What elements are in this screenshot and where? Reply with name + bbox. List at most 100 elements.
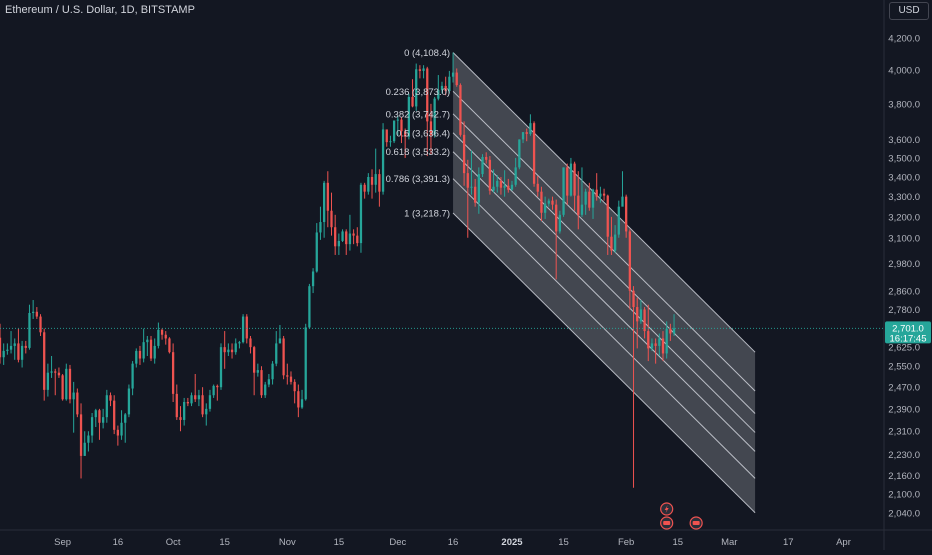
- candle-body: [142, 342, 145, 359]
- candle: [584, 188, 587, 215]
- candle: [606, 194, 609, 255]
- candle: [370, 169, 374, 199]
- fib-level-line[interactable]: [452, 52, 756, 353]
- candle-body: [661, 338, 665, 354]
- candle: [61, 374, 64, 401]
- candle: [315, 223, 318, 273]
- fib-level-line[interactable]: [452, 151, 756, 452]
- event-markers[interactable]: [660, 502, 703, 530]
- candle: [433, 96, 436, 138]
- candle-body: [499, 180, 503, 188]
- fib-level-line[interactable]: [452, 90, 756, 392]
- flag-icon[interactable]: [660, 516, 674, 530]
- candle-body: [650, 343, 654, 349]
- candle: [374, 148, 377, 193]
- candle: [142, 328, 145, 363]
- x-tick-label: 15: [219, 537, 230, 548]
- x-tick-label: Oct: [166, 537, 181, 548]
- candle: [514, 157, 517, 187]
- candle-body: [669, 328, 672, 334]
- candle: [43, 328, 46, 401]
- candle-body: [171, 352, 175, 394]
- candle: [87, 431, 90, 452]
- candle-body: [477, 174, 480, 203]
- candle-body: [426, 68, 429, 122]
- candle-body: [13, 343, 16, 346]
- candle: [171, 343, 175, 403]
- candle-body: [551, 200, 554, 205]
- candle: [230, 343, 234, 359]
- price-label-box: [885, 321, 931, 344]
- candle-body: [337, 240, 341, 247]
- price-axis[interactable]: 4,200.0 4,000.0 3,800.0 3,600.0 3,500.0 3,400…: [883, 0, 920, 550]
- x-tick-label: Nov: [279, 537, 296, 548]
- candle: [32, 300, 35, 319]
- candle: [319, 206, 322, 240]
- candle-body: [322, 182, 326, 223]
- candle-body: [492, 186, 495, 191]
- candle-body: [39, 316, 42, 333]
- candle-body: [20, 345, 24, 360]
- candle-body: [197, 395, 201, 400]
- candle-body: [617, 206, 620, 235]
- candle: [492, 169, 495, 193]
- candle: [392, 120, 396, 144]
- candle-body: [532, 123, 536, 184]
- lightning-icon[interactable]: [660, 502, 674, 516]
- candle: [429, 103, 433, 155]
- candle: [94, 408, 97, 427]
- candle: [411, 79, 414, 108]
- candle-body: [606, 195, 609, 237]
- candle: [617, 200, 620, 238]
- candle: [389, 135, 392, 147]
- price-label-value: 2,701.0: [892, 323, 924, 334]
- candle-body: [153, 345, 156, 359]
- candle: [311, 268, 315, 294]
- candle: [359, 182, 363, 253]
- candle: [90, 412, 94, 443]
- candle: [72, 381, 75, 433]
- fib-level-line[interactable]: [452, 113, 756, 414]
- candle: [404, 128, 407, 158]
- candle-body: [488, 159, 492, 191]
- candle-body: [547, 200, 550, 204]
- candle-body: [46, 372, 50, 390]
- y-tick-label: 2,160.0: [888, 471, 920, 482]
- candle-body: [411, 96, 414, 107]
- candle: [588, 182, 591, 211]
- fib-level-line[interactable]: [452, 178, 756, 479]
- candle-body: [514, 167, 517, 185]
- fib-level-line[interactable]: [452, 212, 756, 514]
- candle: [488, 156, 492, 195]
- candle: [326, 171, 329, 228]
- currency-button[interactable]: USD: [889, 2, 929, 20]
- candle-body: [120, 422, 123, 436]
- candle-body: [392, 120, 396, 142]
- candle-body: [462, 134, 466, 174]
- candle-body: [300, 399, 304, 408]
- candle: [356, 227, 359, 247]
- candle: [345, 229, 348, 255]
- fib-channel[interactable]: [452, 52, 756, 514]
- time-axis[interactable]: Sep 16 Oct 15 Nov 15 Dec 16 2025 15 Feb 15 Mar 17 Apr: [0, 529, 932, 548]
- candle-body: [256, 370, 259, 373]
- candle-body: [636, 307, 639, 322]
- y-tick-label: 4,200.0: [888, 34, 920, 45]
- candle: [271, 361, 274, 385]
- candle-body: [2, 350, 5, 358]
- x-tick-label: 15: [334, 537, 345, 548]
- x-tick-label: 15: [558, 537, 569, 548]
- candle: [260, 366, 263, 398]
- candle-body: [28, 312, 31, 348]
- x-tick-label: Feb: [618, 537, 634, 548]
- fib-level-line[interactable]: [452, 132, 756, 433]
- candle-body: [510, 184, 514, 190]
- candle-body: [212, 385, 215, 396]
- candle-body: [404, 131, 407, 137]
- flag-icon[interactable]: [689, 516, 703, 530]
- y-tick-label: 2,040.0: [888, 509, 920, 520]
- fib-level-label: 0 (4,108.4): [404, 48, 450, 59]
- candle: [543, 196, 547, 219]
